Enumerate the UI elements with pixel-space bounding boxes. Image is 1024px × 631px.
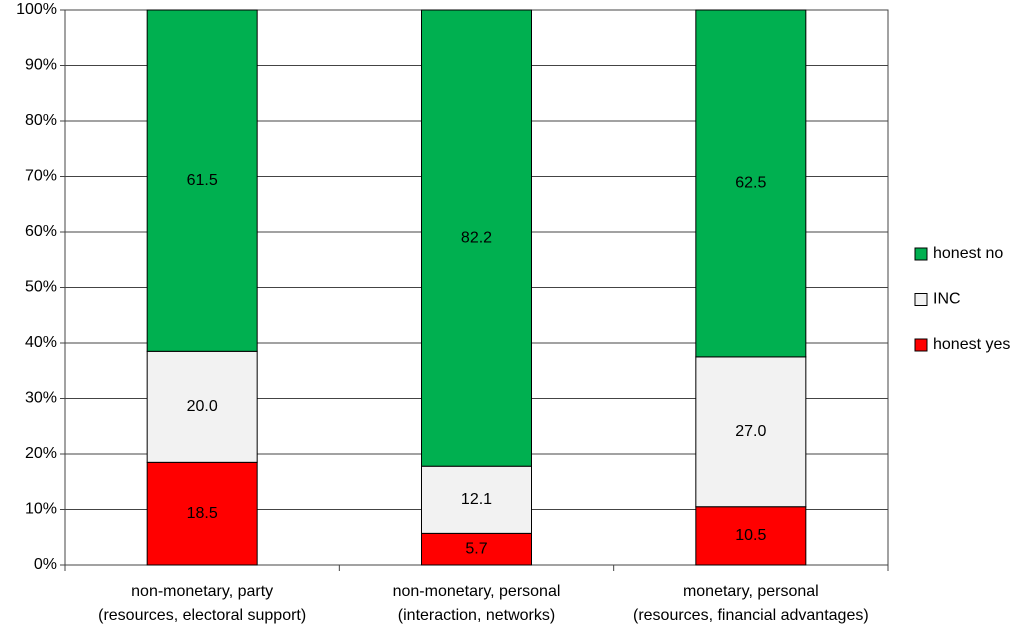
data-label: 18.5 [187, 505, 218, 522]
data-label: 5.7 [465, 540, 487, 557]
x-tick-label-line: (resources, financial advantages) [633, 607, 869, 624]
y-tick-label: 40% [25, 334, 57, 351]
data-label: 62.5 [735, 175, 766, 192]
x-tick-label-line: (resources, electoral support) [98, 607, 306, 624]
x-tick-label: non-monetary, party (resources, electoral… [98, 583, 306, 624]
x-tick-label: non-monetary, personal (interaction, netw… [393, 583, 561, 624]
legend-swatch [914, 338, 928, 352]
y-tick-label: 100% [16, 1, 57, 18]
legend-label: INC [933, 291, 961, 308]
y-tick-label: 50% [25, 279, 57, 296]
data-label: 61.5 [187, 172, 218, 189]
x-tick-label-line: non-monetary, party [131, 583, 273, 600]
y-tick-label: 70% [25, 168, 57, 185]
bar-segment [146, 350, 258, 463]
data-label: 82.2 [461, 229, 492, 246]
legend-swatch [914, 247, 928, 261]
bar-segment [421, 532, 532, 566]
bar-segment [146, 461, 258, 566]
x-tick-label: monetary, personal (resources, financial … [633, 583, 869, 624]
y-tick-label: 30% [25, 390, 57, 407]
data-label: 12.1 [461, 491, 492, 508]
y-tick-label: 60% [25, 223, 57, 240]
x-tick-label-line: (interaction, networks) [398, 607, 555, 624]
x-tick-label-line: monetary, personal [683, 583, 819, 600]
y-tick-label: 80% [25, 112, 57, 129]
bar-segment [695, 506, 807, 566]
y-tick-label: 90% [25, 57, 57, 74]
data-label: 10.5 [735, 527, 766, 544]
y-tick-label: 0% [34, 556, 57, 573]
bar-segment [146, 9, 258, 352]
bar-segment [421, 465, 532, 534]
legend-label: honest yes [933, 336, 1010, 353]
data-label: 27.0 [735, 423, 766, 440]
bar-segment [695, 356, 807, 508]
y-tick-label: 10% [25, 501, 57, 518]
y-tick-label: 20% [25, 445, 57, 462]
bar-segment [421, 9, 532, 467]
x-tick-label-line: non-monetary, personal [393, 583, 561, 600]
data-label: 20.0 [187, 398, 218, 415]
bar-segment [695, 9, 807, 358]
legend-swatch [914, 293, 928, 306]
legend-label: honest no [933, 245, 1003, 262]
